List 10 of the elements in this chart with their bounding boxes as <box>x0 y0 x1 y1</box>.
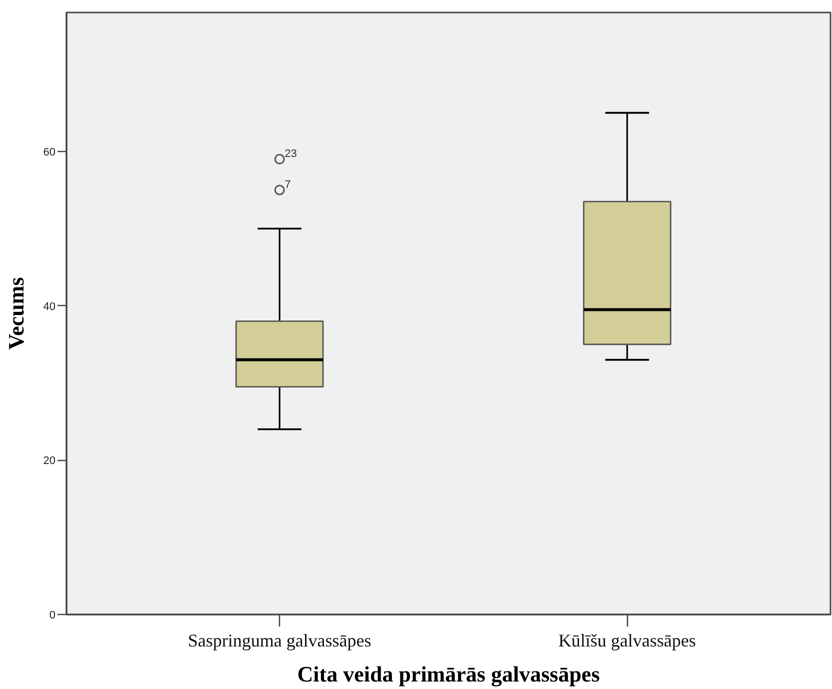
annotation: 23 <box>284 148 297 160</box>
y-axis-title: Vecums <box>3 276 28 350</box>
y-tick-label: 0 <box>49 610 56 622</box>
x-tick-label: Kūlīšu galvassāpes <box>558 630 696 650</box>
x-axis-title: Cita veida primārās galvassāpes <box>297 662 600 686</box>
y-tick-label: 40 <box>43 300 56 313</box>
y-tick-label: 20 <box>43 455 56 468</box>
y-tick-label: 60 <box>43 146 56 158</box>
x-tick-label: Saspringuma galvassāpes <box>188 630 372 650</box>
annotation: 7 <box>284 179 291 192</box>
